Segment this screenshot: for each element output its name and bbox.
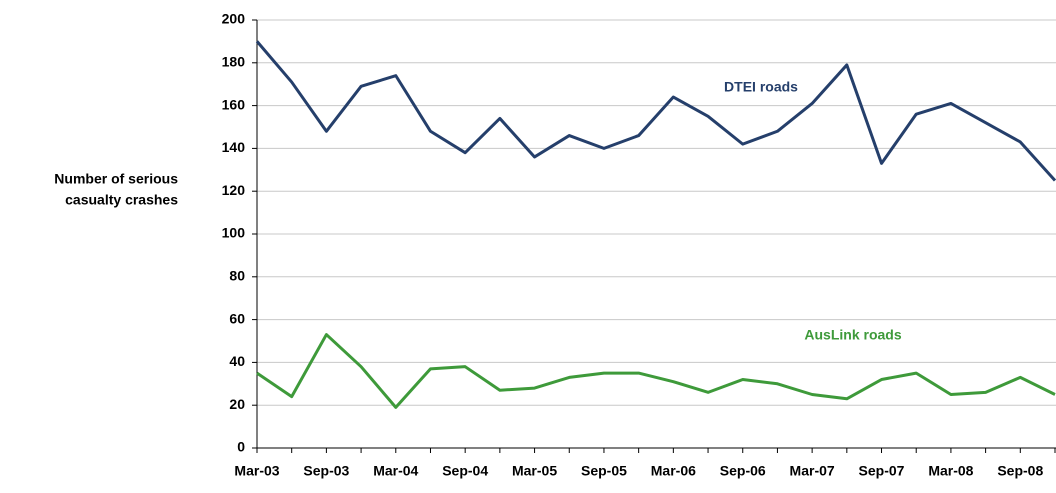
series-line bbox=[256, 333, 1056, 409]
series-label: AusLink roads bbox=[804, 327, 901, 343]
x-tick-label: Sep-07 bbox=[859, 463, 905, 479]
x-tick-label: Mar-06 bbox=[651, 463, 696, 479]
series-line bbox=[255, 40, 1056, 182]
x-tick-label: Mar-05 bbox=[512, 463, 557, 479]
y-axis-label: casualty crashes bbox=[65, 192, 178, 208]
x-tick-label: Sep-06 bbox=[720, 463, 766, 479]
y-tick-label: 200 bbox=[222, 11, 246, 27]
x-tick-label: Sep-04 bbox=[442, 463, 488, 479]
y-axis-label: Number of serious bbox=[54, 171, 178, 187]
y-tick-label: 160 bbox=[222, 96, 246, 112]
y-tick-label: 20 bbox=[229, 396, 245, 412]
y-tick-label: 80 bbox=[229, 268, 245, 284]
y-tick-label: 40 bbox=[229, 353, 245, 369]
x-tick-label: Sep-08 bbox=[997, 463, 1043, 479]
x-tick-label: Sep-05 bbox=[581, 463, 627, 479]
y-tick-label: 120 bbox=[222, 182, 246, 198]
x-tick-label: Mar-03 bbox=[234, 463, 279, 479]
y-tick-label: 100 bbox=[222, 225, 246, 241]
y-tick-label: 180 bbox=[222, 54, 246, 70]
y-tick-label: 140 bbox=[222, 139, 246, 155]
x-tick-label: Mar-07 bbox=[790, 463, 835, 479]
y-tick-label: 0 bbox=[237, 439, 245, 455]
x-tick-label: Mar-04 bbox=[373, 463, 418, 479]
x-tick-label: Sep-03 bbox=[303, 463, 349, 479]
x-tick-label: Mar-08 bbox=[928, 463, 973, 479]
series-label: DTEI roads bbox=[724, 79, 798, 95]
y-tick-label: 60 bbox=[229, 310, 245, 326]
